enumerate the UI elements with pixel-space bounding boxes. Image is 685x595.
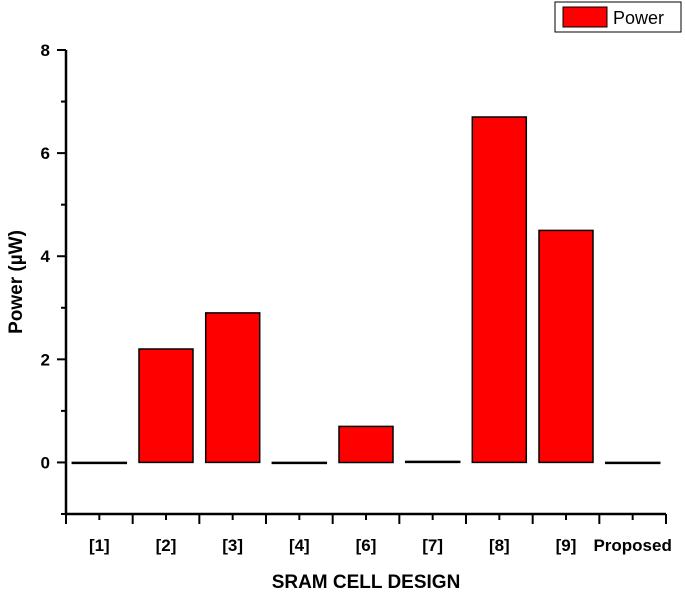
- bar-proposed: [604, 461, 661, 465]
- bar-7: [404, 460, 461, 464]
- bar-4: [271, 461, 328, 465]
- bars-group: [71, 116, 661, 465]
- y-tick-label: 6: [41, 144, 50, 163]
- bar-2: [138, 348, 194, 464]
- bar-8: [471, 116, 528, 464]
- bar-9: [538, 229, 594, 464]
- x-tick-label: [3]: [222, 536, 243, 555]
- x-tick-label: Proposed: [593, 536, 671, 555]
- x-tick-label: [6]: [356, 536, 377, 555]
- bar-1: [71, 461, 128, 465]
- legend: Power: [554, 1, 682, 33]
- x-tick-label: [4]: [289, 536, 310, 555]
- y-tick-label: 0: [41, 453, 50, 472]
- tick-labels-group: 0 2 4 6 8 [1] [2] [3] [4] [6] [7] [8] [9] Proposed: [41, 41, 672, 555]
- bar-3: [204, 312, 261, 464]
- x-tick-label: [8]: [489, 536, 510, 555]
- axes-group: [57, 49, 667, 524]
- x-tick-label: [9]: [556, 536, 577, 555]
- y-axis-title: Power (µW): [6, 230, 27, 334]
- legend-label: Power: [613, 8, 664, 28]
- x-tick-label: [7]: [422, 536, 443, 555]
- y-tick-label: 8: [41, 41, 50, 60]
- y-tick-label: 4: [41, 247, 51, 266]
- bar-6: [338, 425, 394, 464]
- x-tick-label: [2]: [156, 536, 177, 555]
- y-tick-label: 2: [41, 350, 50, 369]
- x-tick-label: [1]: [89, 536, 110, 555]
- x-axis-title: SRAM CELL DESIGN: [272, 572, 461, 593]
- legend-swatch: [562, 6, 608, 28]
